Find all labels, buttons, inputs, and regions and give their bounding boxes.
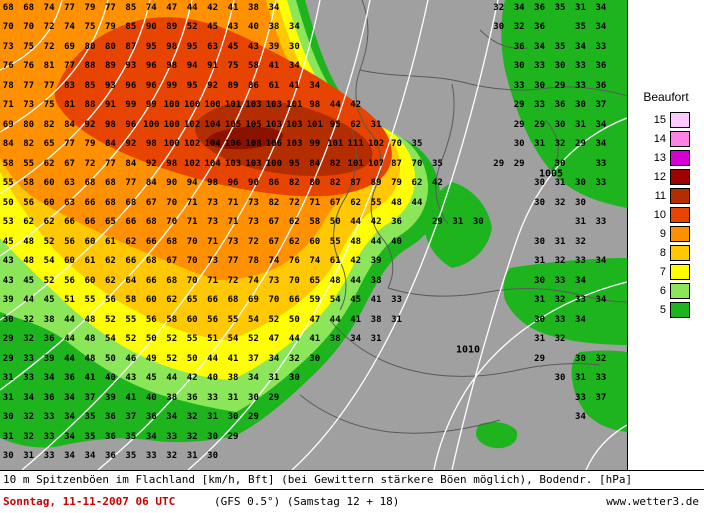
legend-item-bft-7: 7	[628, 262, 704, 281]
gust-value-row: 31 33 34 36 41 40 43 45 44 42 40 38 34 31 30 30 31 33	[2, 373, 607, 383]
gust-value-row: 53 62 62 66 66 65 66 68 70 71 73 71 73 67 62 58 50 44 42 36…	[2, 217, 607, 227]
gust-value-row: 78 77 77 83 85 93 96 96 99 95 92 89 86 61 41 34 33 30 29 33…	[2, 81, 607, 91]
legend-items: 15 14 13 12 11 10 9 8 7 6 5	[628, 110, 704, 319]
legend-color-swatch	[670, 206, 690, 223]
legend-item-bft-13: 13	[628, 148, 704, 167]
gust-value-row: 39 44 45 51 55 56 58 60 62 65 66 68 69 70 66 59 54 45 41 33…	[2, 295, 607, 305]
gust-value-row: 29 32 36 44 48 54 52 50 52 55 51 54 52 47 44 41 38 34 31 31…	[2, 334, 566, 344]
legend-item-bft-9: 9	[628, 224, 704, 243]
green-patch-south-small	[476, 422, 518, 449]
legend-color-swatch	[670, 130, 690, 147]
legend-value: 13	[653, 151, 666, 164]
legend-value: 14	[653, 132, 666, 145]
gust-value-row: 31 34 36 34 37 39 41 40 38 36 33 31 30 29 33 37	[2, 393, 607, 403]
gust-value-row: 68 68 74 77 79 77 85 74 47 44 42 41 38 34 32 34 36 35 31 34	[2, 3, 607, 13]
gust-value-row: 45 48 52 56 60 61 62 66 68 70 71 73 72 67 62 60 55 48 44 40…	[2, 237, 586, 247]
gust-value-row: 76 76 81 77 88 89 93 96 98 94 91 75 58 41 34 30 33 30 33 36	[2, 61, 607, 71]
isobar-lines	[0, 0, 627, 470]
model-info: (GFS 0.5°) (Samstag 12 + 18)	[214, 495, 400, 508]
legend-value: 11	[654, 189, 666, 202]
legend-value: 7	[659, 265, 666, 278]
legend-item-bft-8: 8	[628, 243, 704, 262]
legend-color-swatch	[670, 149, 690, 166]
gust-value-row: 58 55 62 67 72 77 84 92 98 102 104 103 103 100 95 84 82 1…	[2, 159, 607, 169]
wind-band-core	[207, 126, 283, 150]
legend-value: 12	[653, 170, 666, 183]
map-graphics	[0, 0, 627, 470]
isobar-pressure-label: 1005	[538, 168, 564, 180]
isobar-pressure-label: 1010	[455, 344, 481, 356]
gust-value-row: 43 45 52 56 60 62 64 66 68 70 71 72 74 73 70 65 48 44 38 30…	[2, 276, 586, 286]
gust-value-row: 70 70 72 74 75 79 85 90 89 52 45 43 40 38 34 30 32 36 35 34	[2, 22, 607, 32]
legend-item-bft-6: 6	[628, 281, 704, 300]
green-patch-northeast	[501, 0, 627, 208]
legend-color-swatch	[670, 244, 690, 261]
gust-value-row: 30 32 33 34 35 36 37 36 34 32 31 30 29 34	[2, 412, 586, 422]
legend-item-bft-10: 10	[628, 205, 704, 224]
legend-value: 5	[659, 303, 666, 316]
gust-value-row: 30 32 38 44 48 52 55 56 58 60 56 55 54 52 50 47 44 41 38 31…	[2, 315, 586, 325]
gust-value-row: 43 48 54 60 61 62 66 68 67 70 73 77 78 74 76 74 61 42 39 31…	[2, 256, 607, 266]
gust-values-layer: 68 68 74 77 79 77 85 74 47 44 42 41 38 34 32 34 36 35 31 34…	[2, 3, 607, 461]
legend-item-bft-12: 12	[628, 167, 704, 186]
green-patch-southeast	[571, 350, 627, 432]
legend-color-swatch	[670, 263, 690, 280]
legend-value: 9	[659, 227, 666, 240]
legend-color-swatch	[670, 225, 690, 242]
green-patch-middle	[424, 182, 492, 268]
gust-value-row: 29 33 39 44 48 50 46 49 52 50 44 41 37 34 32 30 29 30 32	[2, 354, 607, 364]
green-patch-east	[503, 258, 627, 345]
caption-meta-row: Sonntag, 11-11-2007 06 UTC (GFS 0.5°) (S…	[0, 490, 704, 513]
legend-value: 8	[659, 246, 666, 259]
gust-value-row: 71 73 75 81 88 91 99 99 100 100 100 101 103 103 101 98 4…	[2, 100, 607, 110]
legend-title: Beaufort	[643, 90, 689, 104]
wind-band-bft11	[195, 100, 373, 176]
legend-color-swatch	[670, 187, 690, 204]
caption-bar: 10 m Spitzenböen im Flachland [km/h, Bft…	[0, 470, 704, 513]
isobar-labels-layer: 1005 1010	[455, 168, 564, 356]
gust-value-row: 84 82 65 77 79 84 92 98 100 102 104 106 108 106 103 99 1…	[2, 139, 607, 149]
legend-value: 6	[659, 284, 666, 297]
legend-item-bft-5: 5	[628, 300, 704, 319]
country-borders	[299, 0, 627, 434]
gust-value-row: 30 31 33 34 34 36 35 33 32 31 30	[2, 451, 219, 461]
gust-value-row: 69 80 82 84 92 98 96 100 100 102 104 105 105 103 103 10…	[2, 120, 607, 130]
beaufort-legend: Beaufort 15 14 13 12 11 10 9 8 7 6 5	[628, 0, 704, 470]
gust-value-row: 50 56 60 63 66 68 68 67 70 71 73 71 73 82 72 71 67 62 55 48…	[2, 198, 586, 208]
gust-value-row: 31 32 33 34 35 36 35 34 33 32 30 29	[2, 432, 239, 442]
map-canvas: 68 68 74 77 79 77 85 74 47 44 42 41 38 34 32 34 36 35 31 34…	[0, 0, 628, 470]
run-date: Sonntag, 11-11-2007 06 UTC	[3, 495, 176, 508]
map-title: 10 m Spitzenböen im Flachland [km/h, Bft…	[0, 471, 704, 490]
gust-value-row: 55 58 60 63 68 68 77 84 90 94 98 96 90 86 82 80 82 87 89 79…	[2, 178, 607, 188]
legend-item-bft-11: 11	[628, 186, 704, 205]
legend-color-swatch	[670, 168, 690, 185]
legend-item-bft-14: 14	[628, 129, 704, 148]
legend-color-swatch	[670, 282, 690, 299]
website-text: www.wetter3.de	[606, 495, 699, 508]
gust-value-row: 73 75 72 69 80 80 87 95 98 95 63 45 43 39 30 36 34 35 34 33	[2, 42, 607, 52]
legend-color-swatch	[670, 301, 690, 318]
legend-value: 10	[653, 208, 666, 221]
legend-value: 15	[653, 113, 666, 126]
legend-item-bft-15: 15	[628, 110, 704, 129]
legend-color-swatch	[670, 111, 690, 128]
